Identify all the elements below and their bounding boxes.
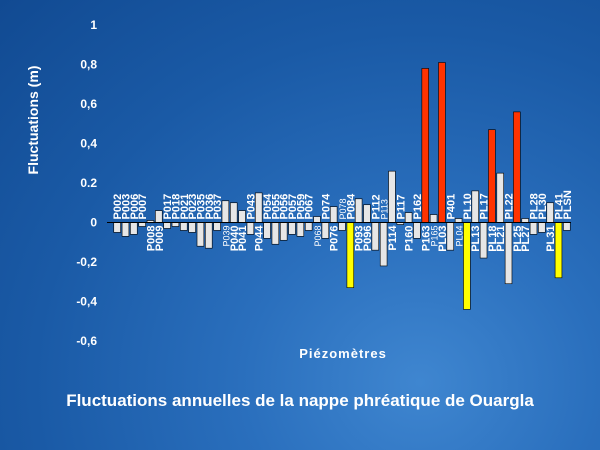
category-label-p114: P114 [387, 225, 399, 251]
category-label-pl18: PL18 [487, 226, 499, 252]
category-label-p117: P117 [395, 194, 407, 219]
category-label-pl10: PL10 [462, 193, 474, 219]
bar-p037 [213, 222, 221, 231]
y-tick-label: 0 [90, 216, 97, 230]
category-label-pl28: PL28 [529, 193, 541, 219]
category-label-p160: P160 [404, 226, 416, 252]
category-label-p096: P096 [362, 226, 374, 252]
category-label-p037: P037 [212, 194, 224, 220]
category-label-p023: P023 [187, 194, 199, 220]
bar-p057 [288, 222, 296, 235]
category-label-pl17: PL17 [479, 193, 491, 219]
category-label-p113: P113 [380, 199, 390, 219]
category-label-p078: P078 [338, 198, 348, 219]
category-label-pl41: PL41 [554, 193, 566, 219]
category-label-pl31: PL31 [545, 226, 557, 252]
bar-p055 [271, 222, 280, 245]
category-label-p112: P112 [370, 194, 382, 219]
category-label-pl27: PL27 [520, 226, 532, 252]
category-label-p067: P067 [304, 194, 316, 220]
category-label-p006: P006 [129, 194, 141, 220]
category-label-p003: P003 [120, 194, 132, 220]
bar-plsn [563, 222, 571, 231]
category-label-p021: P021 [179, 194, 191, 220]
category-label-p036: P036 [204, 194, 216, 220]
category-label-p041: P041 [237, 226, 249, 252]
category-label-p007: P007 [137, 194, 149, 220]
category-label-p044: P044 [254, 225, 266, 252]
category-label-p074: P074 [320, 193, 332, 220]
category-label-p163: P163 [420, 226, 432, 252]
category-label-p055: P055 [270, 194, 282, 220]
category-label-pl13: PL13 [470, 226, 482, 252]
category-label-pl30: PL30 [537, 193, 549, 219]
bar-p018 [171, 222, 180, 227]
y-tick-label: -0,2 [76, 255, 97, 269]
y-tick-label: 0,8 [80, 58, 97, 72]
bar-p002 [113, 222, 121, 233]
bar-p036 [205, 222, 213, 249]
category-label-pl25: PL25 [512, 226, 524, 252]
category-label-p068: P068 [313, 226, 323, 247]
category-label-p093: P093 [354, 226, 366, 252]
category-label-pl03: PL03 [437, 226, 449, 252]
bar-p040 [230, 202, 238, 223]
y-tick-label: -0,6 [76, 334, 97, 348]
bars-group [113, 62, 571, 310]
y-tick-label: -0,4 [76, 295, 97, 309]
y-tick-label: 1 [90, 18, 97, 32]
category-label-p043: P043 [245, 194, 257, 220]
bar-p067 [304, 222, 313, 231]
category-label-p162: P162 [412, 194, 424, 220]
category-label-p009: P009 [154, 226, 166, 252]
category-label-p056: P056 [279, 194, 291, 220]
bar-p165 [429, 214, 438, 223]
category-label-p039: P039 [221, 226, 231, 247]
category-label-pl04: PL04 [455, 226, 465, 247]
y-axis-label: Fluctuations (m) [25, 66, 41, 175]
category-label-p165: P165 [430, 226, 440, 247]
bar-p059 [296, 222, 305, 237]
category-label-plsn: PLSN [562, 190, 574, 219]
category-label-p008: P008 [145, 226, 157, 252]
category-label-p084: P084 [345, 193, 357, 220]
bar-p021 [180, 222, 188, 231]
bar-p023 [188, 222, 196, 233]
category-label-p035: P035 [195, 194, 207, 220]
bar-p006 [130, 222, 138, 235]
category-label-p057: P057 [287, 194, 299, 220]
category-label-p401: P401 [445, 194, 457, 220]
bar-p035 [196, 222, 205, 247]
category-label-pl22: PL22 [504, 193, 516, 219]
bar-p056 [279, 222, 288, 241]
chart-title: Fluctuations annuelles de la nappe phréa… [66, 391, 534, 410]
category-label-p017: P017 [162, 194, 174, 220]
y-tick-label: 0.2 [80, 176, 97, 190]
category-label-p059: P059 [295, 194, 307, 220]
category-label-p018: P018 [170, 194, 182, 220]
y-tick-label: 0,4 [80, 137, 97, 151]
y-axis: 1 0,8 0,6 0,4 0.2 0 -0,2 -0,4 -0,6 [76, 18, 97, 348]
category-label-pl21: PL21 [495, 226, 507, 252]
category-label-p054: P054 [262, 193, 274, 220]
y-tick-label: 0,6 [80, 97, 97, 111]
category-label-p040: P040 [229, 226, 241, 252]
bar-p003 [121, 222, 130, 237]
x-axis-label: Piézomètres [299, 346, 387, 361]
category-label-p076: P076 [329, 226, 341, 252]
category-label-p002: P002 [112, 194, 124, 220]
